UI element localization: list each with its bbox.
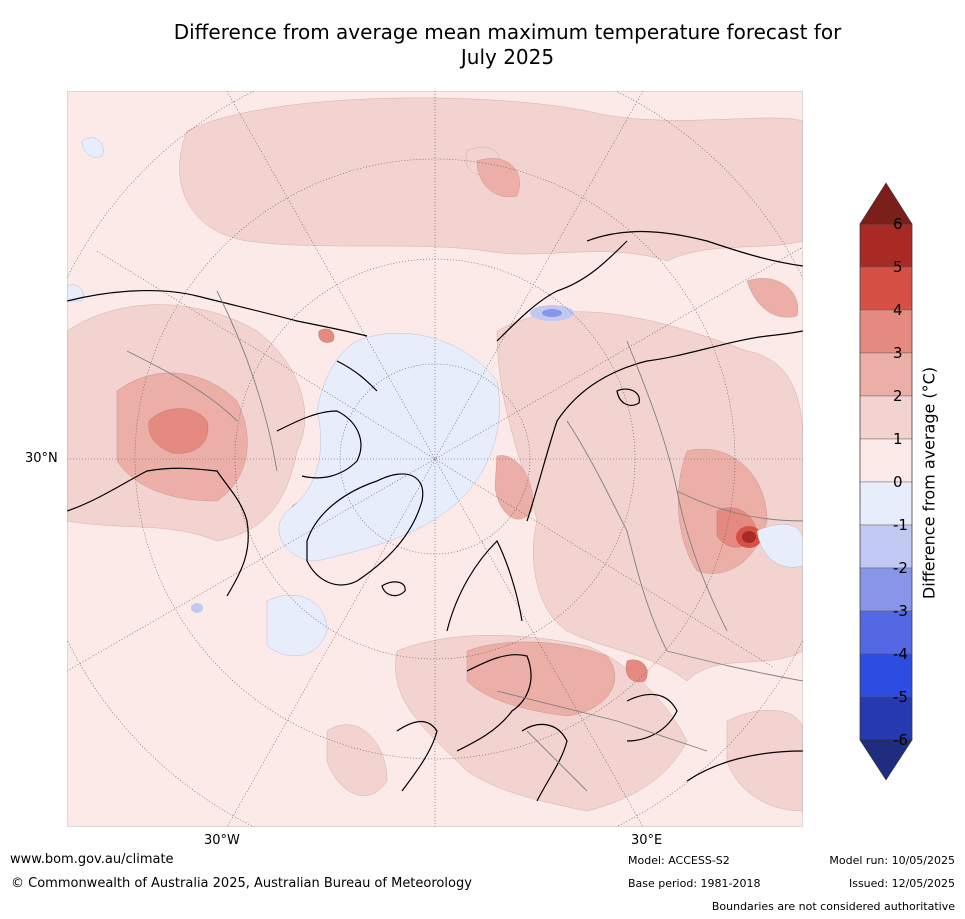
colorbar-tick-label: -4 xyxy=(893,645,908,663)
colorbar-tick-label: 2 xyxy=(893,387,903,405)
map-canvas xyxy=(67,91,803,827)
colorbar-tick-label: -1 xyxy=(893,516,908,534)
colorbar-tick-label: 1 xyxy=(893,430,903,448)
lon-label-30w: 30°W xyxy=(204,833,240,848)
colorbar-band xyxy=(859,438,913,483)
colorbar-band xyxy=(859,309,913,354)
footer-model: Model: ACCESS-S2 xyxy=(628,854,730,867)
colorbar-tick-label: -5 xyxy=(893,688,908,706)
colorbar-tick-label: -6 xyxy=(893,731,908,749)
political-borders xyxy=(126,290,803,792)
lat-label-30n: 30°N xyxy=(25,451,58,466)
graticule xyxy=(67,91,803,827)
colorbar-tick-label: -2 xyxy=(893,559,908,577)
colorbar-label: Difference from average (°C) xyxy=(919,366,939,600)
colorbar-tick-label: 5 xyxy=(893,258,903,276)
footer-model-run: Model run: 10/05/2025 xyxy=(829,854,955,867)
colorbar-tick-label: 4 xyxy=(893,301,903,319)
colorbar-tick-label: 6 xyxy=(893,215,903,233)
colorbar-band xyxy=(859,352,913,397)
footer-disclaimer: Boundaries are not considered authoritat… xyxy=(711,900,955,913)
title-line-2: July 2025 xyxy=(460,45,555,69)
anomaly-hot-spot xyxy=(736,526,762,548)
forecast-map xyxy=(67,91,803,827)
colorbar-band xyxy=(859,395,913,440)
footer-issued: Issued: 12/05/2025 xyxy=(848,877,955,890)
footer-website[interactable]: www.bom.gov.au/climate xyxy=(10,852,174,867)
anomaly-cold-core xyxy=(542,309,562,317)
footer-copyright: © Commonwealth of Australia 2025, Austra… xyxy=(11,876,472,891)
footer-base-period: Base period: 1981-2018 xyxy=(628,877,761,890)
title-line-1: Difference from average mean maximum tem… xyxy=(173,20,842,44)
colorbar-tick-label: 3 xyxy=(893,344,903,362)
colorbar-tick-label: -3 xyxy=(893,602,908,620)
colorbar-extend-max xyxy=(859,182,913,225)
page-title: Difference from average mean maximum tem… xyxy=(100,20,915,70)
lon-label-30e: 30°E xyxy=(631,833,663,848)
coastlines xyxy=(67,230,803,802)
colorbar-band xyxy=(859,266,913,311)
colorbar-tick-label: 0 xyxy=(893,473,903,491)
colorbar-band xyxy=(859,223,913,268)
